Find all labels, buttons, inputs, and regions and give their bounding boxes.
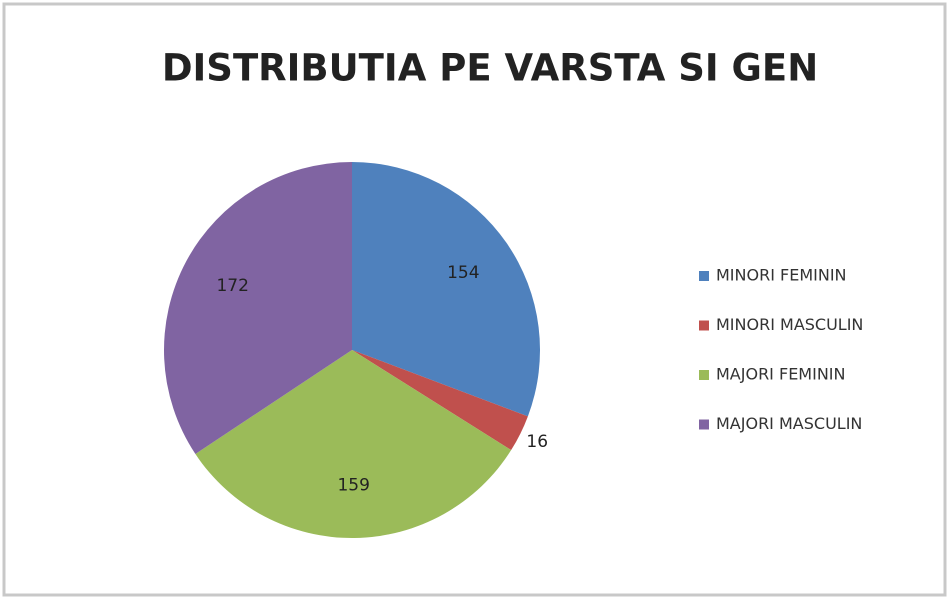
pie-slice: [195, 350, 512, 538]
legend-swatch: [699, 271, 709, 281]
data-label: 16: [526, 432, 548, 452]
legend-label: MINORI FEMININ: [716, 266, 847, 285]
data-label: 154: [447, 263, 479, 283]
legend-label: MAJORI MASCULIN: [716, 414, 862, 433]
legend-swatch: [699, 370, 709, 380]
data-label: 159: [337, 475, 369, 495]
pie-slice: [352, 350, 528, 451]
data-label: 172: [216, 276, 248, 296]
legend-swatch: [699, 320, 709, 331]
legend-label: MAJORI FEMININ: [716, 365, 845, 384]
chart-title: DISTRIBUTIA PE VARSTA SI GEN: [162, 47, 818, 90]
legend-label: MINORI MASCULIN: [716, 315, 863, 334]
pie-slice: [352, 162, 540, 417]
legend-swatch: [699, 419, 709, 430]
pie-slice: [164, 162, 352, 455]
